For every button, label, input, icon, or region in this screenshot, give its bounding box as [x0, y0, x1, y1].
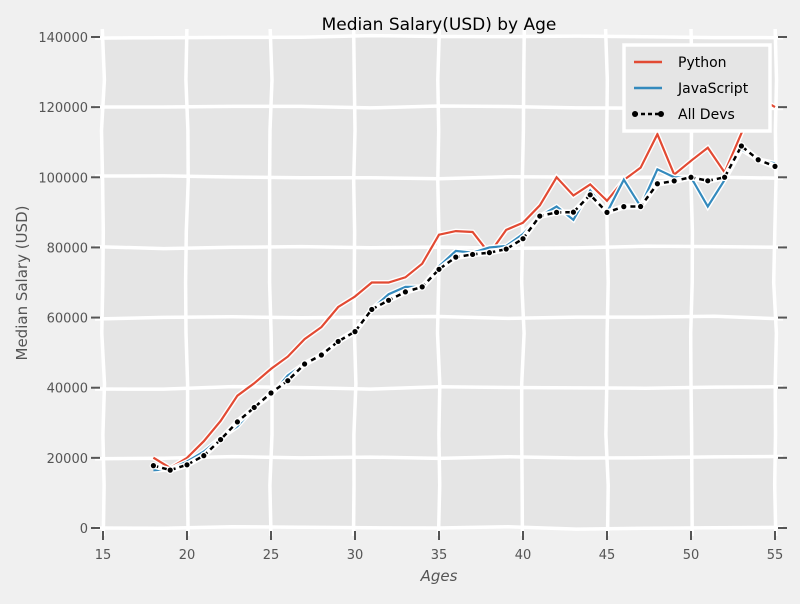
grid-line-x	[267, 28, 274, 537]
data-point-all-devs	[317, 351, 326, 359]
x-tick-label: 45	[599, 548, 616, 563]
data-point-all-devs	[283, 376, 292, 385]
grid-line-x	[183, 28, 190, 537]
data-point-all-devs	[485, 248, 494, 257]
data-point-all-devs	[250, 403, 259, 412]
x-tick-label: 55	[767, 548, 784, 563]
data-point-all-devs	[435, 265, 443, 274]
data-point-all-devs	[267, 389, 275, 397]
data-point-all-devs	[384, 296, 393, 305]
data-point-all-devs	[703, 177, 712, 185]
data-point-all-devs	[552, 208, 561, 217]
legend: Python JavaScript All Devs	[622, 43, 772, 133]
y-tick-label: 0	[80, 522, 88, 537]
data-point-all-devs	[468, 250, 477, 259]
x-tick-label: 25	[263, 548, 280, 563]
data-point-all-devs	[619, 202, 628, 211]
y-tick-label: 80000	[47, 241, 88, 256]
legend-marker-all-devs	[632, 111, 638, 117]
y-tick-label: 60000	[47, 312, 88, 327]
data-point-all-devs	[401, 288, 410, 296]
data-point-all-devs	[216, 435, 225, 444]
data-point-all-devs	[166, 466, 175, 474]
grid-line-x	[771, 28, 779, 537]
y-tick-label: 100000	[38, 171, 88, 186]
x-axis-label: Ages	[420, 567, 458, 585]
data-point-all-devs	[603, 208, 611, 217]
x-tick-label: 15	[95, 548, 112, 563]
data-point-all-devs	[451, 253, 460, 261]
series-lines	[149, 93, 779, 474]
data-point-all-devs	[687, 173, 695, 182]
y-tick-label: 20000	[47, 452, 88, 467]
x-tick-label: 20	[179, 548, 196, 563]
data-point-all-devs	[519, 234, 527, 243]
data-point-all-devs	[653, 179, 662, 188]
legend-marker-all-devs	[658, 111, 664, 117]
data-point-all-devs	[670, 177, 679, 185]
y-axis-label: Median Salary (USD)	[13, 206, 31, 361]
x-tick-label: 50	[683, 548, 700, 563]
x-tick-label: 30	[347, 548, 364, 563]
data-point-all-devs	[636, 202, 645, 211]
data-point-all-devs	[720, 173, 729, 182]
x-tick-label: 40	[515, 548, 532, 563]
series-line-python	[152, 95, 776, 470]
data-point-all-devs	[351, 327, 359, 336]
chart-title: Median Salary(USD) by Age	[322, 15, 557, 35]
data-point-all-devs	[771, 162, 779, 171]
x-tick-label: 35	[431, 548, 448, 563]
data-point-all-devs	[737, 142, 746, 150]
legend-label-javascript: JavaScript	[677, 81, 749, 97]
data-point-all-devs	[418, 283, 427, 291]
grid-line-x	[435, 28, 442, 537]
data-point-all-devs	[569, 208, 578, 216]
data-point-all-devs	[233, 418, 242, 426]
data-point-all-devs	[502, 245, 511, 253]
data-point-all-devs	[149, 461, 158, 470]
data-point-all-devs	[334, 337, 343, 346]
grid-line-x	[99, 28, 107, 537]
axis-ticks: 0 20000 40000 60000 80000 100000 120000 140000 1…	[38, 31, 787, 563]
data-point-all-devs	[754, 155, 763, 164]
grid-line-x	[351, 28, 358, 537]
data-point-all-devs	[200, 451, 208, 460]
legend-label-all-devs: All Devs	[678, 107, 735, 123]
data-point-all-devs	[586, 191, 595, 199]
y-tick-label: 40000	[47, 382, 88, 397]
grid-line-x	[603, 28, 610, 537]
grid-lines	[94, 28, 784, 537]
data-point-all-devs	[183, 461, 191, 469]
y-tick-label: 140000	[38, 31, 88, 46]
data-point-all-devs	[535, 212, 544, 220]
data-point-all-devs	[300, 360, 309, 368]
y-tick-label: 120000	[38, 101, 88, 116]
legend-label-python: Python	[678, 55, 727, 71]
grid-line-x	[519, 28, 527, 537]
data-point-all-devs	[367, 305, 376, 314]
